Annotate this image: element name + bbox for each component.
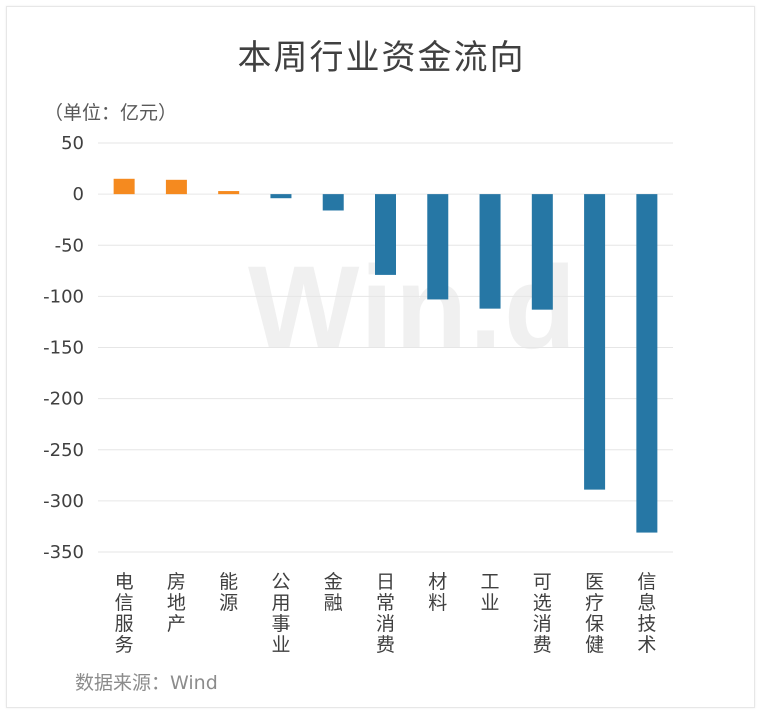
bar [322,194,344,211]
y-tick-label: -150 [43,338,84,359]
bar [531,194,553,310]
bar [584,194,606,490]
category-label: 电信服务 [115,571,134,656]
category-label: 材料 [428,571,447,614]
y-tick-label: -50 [55,235,84,256]
y-tick-label: -300 [43,491,84,512]
source-note: 数据来源：Wind [75,672,218,694]
watermark: Win.d [248,242,579,374]
bar [636,194,658,533]
y-tick-label: -250 [43,440,84,461]
y-tick-label: -200 [43,389,84,410]
bar [113,178,135,195]
unit-label: （单位：亿元） [44,102,178,124]
category-label: 信息技术 [637,571,656,656]
chart-title: 本周行业资金流向 [237,38,526,78]
bar [218,191,240,195]
y-tick-label: -100 [43,286,84,307]
category-label: 可选消费 [533,571,552,656]
bar [375,194,396,275]
bar [165,179,187,195]
category-label: 医疗保健 [585,571,604,656]
bar [427,194,449,300]
y-tick-label: -350 [43,542,84,563]
category-label: 日常消费 [376,571,395,656]
category-label: 金融 [324,571,343,614]
bar [270,194,292,199]
category-label: 房地产 [167,571,186,635]
bar [479,194,501,309]
y-tick-label: 0 [73,184,84,205]
y-tick-label: 50 [61,133,84,154]
category-label: 工业 [481,571,500,614]
category-label: 能源 [219,571,238,614]
chart-card [6,6,755,708]
category-label: 公用事业 [271,571,290,656]
